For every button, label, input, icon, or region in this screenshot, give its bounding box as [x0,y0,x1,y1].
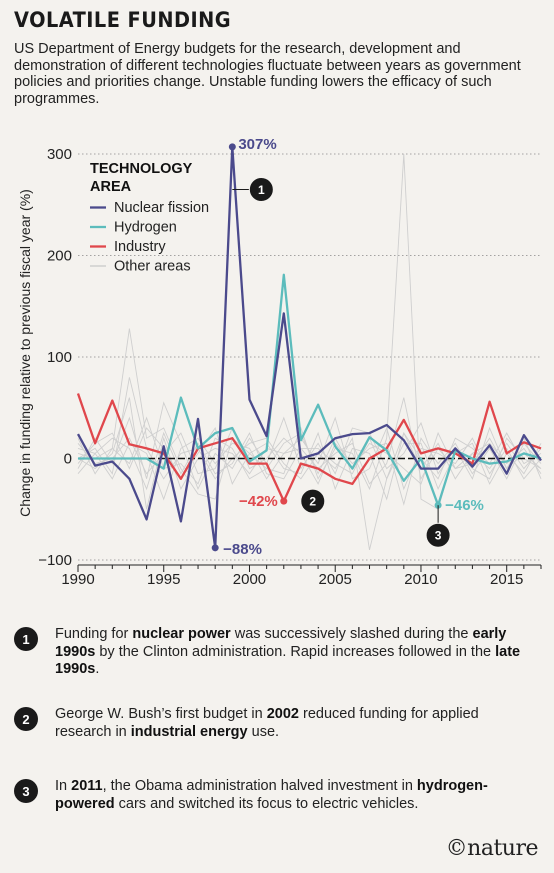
other-area-line [77,401,542,491]
annotation-label: −42% [239,493,278,510]
y-tick-label: 300 [47,146,72,163]
legend-label: Nuclear fission [114,200,209,216]
x-tick-label: 1995 [147,571,180,588]
annotation-marker-number: 2 [309,495,316,509]
y-axis-label: Change in funding relative to previous f… [17,189,33,517]
x-tick-label: 2000 [233,571,266,588]
legend-title: TECHNOLOGY [90,161,193,177]
note-1: 1 Funding for nuclear power was successi… [14,626,534,679]
other-area-line [77,397,542,510]
x-tick-label: 2005 [319,571,352,588]
y-tick-label: 0 [64,451,72,468]
x-tick-label: 2010 [404,571,437,588]
note-marker-3: 3 [14,779,38,803]
x-tick-label: 2015 [490,571,523,588]
nature-logo: ©nature [445,836,539,861]
annotation-label: −88% [223,541,262,558]
annotation-marker-1 [248,177,274,203]
annotation-point [228,143,236,151]
y-tick-label: 100 [47,349,72,366]
note-text-2: George W. Bush’s first budget in 2002 re… [55,706,479,740]
note-marker-2: 2 [14,707,38,731]
annotation-marker-2 [300,488,326,514]
note-text-1: Funding for nuclear power was successive… [55,626,521,677]
chart-title: VOLATILE FUNDING [14,8,232,32]
y-tick-label: −100 [38,552,72,569]
chart-subtitle: US Department of Energy budgets for the … [14,41,521,107]
other-area-line [77,431,542,491]
annotation-label: −46% [445,497,484,514]
note-3: 3 In 2011, the Obama administration halv… [14,778,534,813]
note-text-3: In 2011, the Obama administration halved… [55,778,488,812]
series-line-nuclear-fission [76,145,542,549]
note-2: 2 George W. Bush’s first budget in 2002 … [14,706,534,741]
annotation-marker-3 [425,522,451,548]
line-chart: −100 0 100 200 300 1990 1995 2000 2005 2010 2015 Ch… [17,136,542,588]
annotation-label: 307% [238,136,276,153]
note-marker-1: 1 [14,627,38,651]
series-line-hydrogen [78,273,542,507]
annotation-point [280,497,288,505]
other-area-line [77,416,542,485]
annotation-marker-number: 1 [258,183,265,197]
annotation-marker-number: 3 [435,529,442,543]
x-tick-label: 1990 [61,571,94,588]
annotation-point [211,544,219,552]
legend-label: Industry [114,239,166,255]
legend-label: Other areas [114,259,191,275]
y-tick-label: 200 [47,248,72,265]
legend-title: AREA [90,179,132,195]
legend-label: Hydrogen [114,220,177,236]
